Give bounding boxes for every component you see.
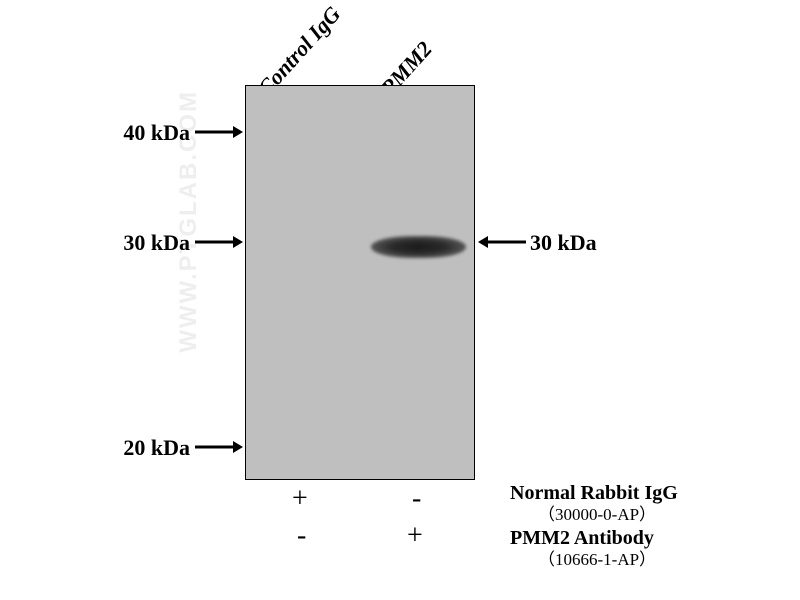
- marker-20kda-arrow: [195, 437, 243, 457]
- antibody-target-block: PMM2 Antibody （10666-1-AP）: [510, 528, 656, 570]
- antibody-target-name: PMM2 Antibody: [510, 527, 654, 549]
- figure-container: Control IgG PMM2 WWW.PTGLAB.COM 40 kDa 3…: [0, 0, 800, 600]
- antibody-normal-catalog: （30000-0-AP）: [510, 505, 656, 524]
- matrix-r2-lane2: +: [407, 520, 423, 552]
- western-blot-membrane: [245, 85, 475, 480]
- marker-40kda-arrow: [195, 122, 243, 142]
- band-arrow: [478, 232, 526, 252]
- marker-40kda-label: 40 kDa: [100, 120, 190, 146]
- protein-band-pmm2: [371, 236, 466, 258]
- antibody-target-catalog: （10666-1-AP）: [510, 550, 656, 569]
- marker-30kda-arrow: [195, 232, 243, 252]
- marker-20kda-label: 20 kDa: [100, 435, 190, 461]
- matrix-r1-lane2: -: [412, 483, 421, 515]
- antibody-normal-name: Normal Rabbit IgG: [510, 482, 678, 504]
- marker-30kda-label: 30 kDa: [100, 230, 190, 256]
- matrix-r2-lane1: -: [297, 520, 306, 552]
- band-size-label: 30 kDa: [530, 230, 597, 256]
- antibody-normal-block: Normal Rabbit IgG （30000-0-AP）: [510, 483, 678, 525]
- matrix-r1-lane1: +: [292, 483, 308, 515]
